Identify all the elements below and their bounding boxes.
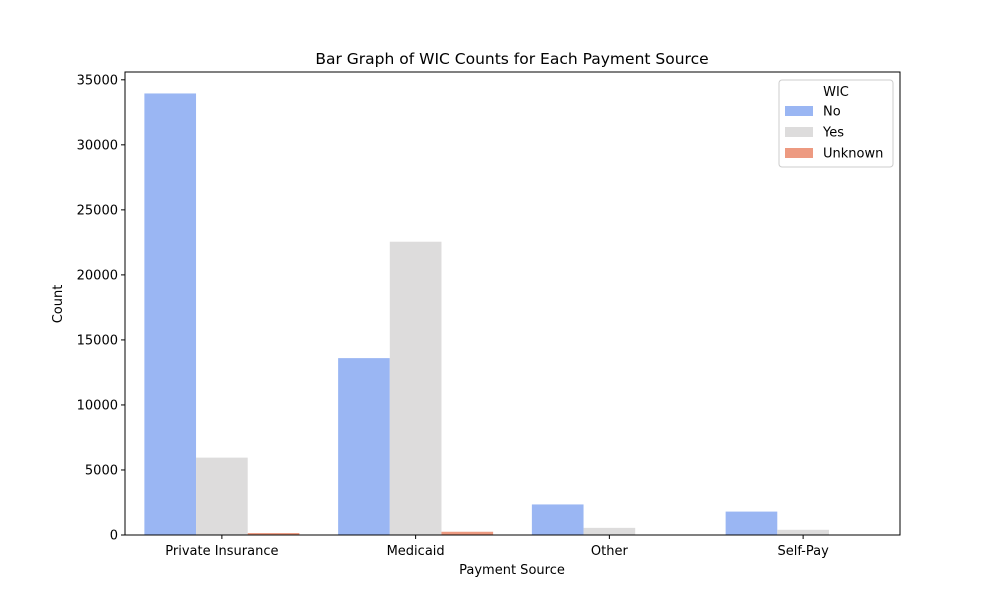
y-tick-label: 20000 (77, 268, 118, 283)
legend-label-yes: Yes (822, 126, 844, 141)
legend: WIC No Yes Unknown (778, 79, 894, 168)
bar-no-4 (725, 511, 778, 535)
y-axis: 0 5000 10000 15000 20000 25000 30000 35000 (77, 73, 125, 544)
bar-no-1 (144, 93, 197, 536)
bar-no-3 (531, 504, 584, 535)
y-tick-label: 5000 (85, 463, 118, 478)
y-tick-label: 35000 (77, 73, 118, 88)
bar-yes-1 (196, 457, 248, 535)
y-tick-label: 0 (110, 529, 118, 544)
legend-box (778, 79, 894, 168)
legend-swatch-yes (785, 127, 813, 137)
bar-yes-2 (389, 241, 442, 535)
x-tick-label: Private Insurance (165, 544, 278, 559)
bar-unknown-2 (441, 531, 494, 535)
bar-unknown-1 (247, 533, 300, 535)
bars-group (144, 93, 829, 536)
y-axis-label: Count (51, 285, 66, 324)
chart-title: Bar Graph of WIC Counts for Each Payment… (315, 50, 708, 68)
y-tick-label: 15000 (77, 333, 118, 348)
bar-yes-4 (777, 529, 829, 535)
x-tick-label: Self-Pay (777, 544, 829, 559)
plot-frame (124, 71, 901, 536)
x-axis: Private Insurance Medicaid Other Self-Pay (165, 535, 829, 559)
bar-yes-3 (583, 527, 636, 535)
y-tick-label: 25000 (77, 203, 118, 218)
y-tick-label: 30000 (77, 138, 118, 153)
bar-no-2 (338, 358, 390, 535)
legend-title: WIC (823, 85, 849, 100)
x-axis-label: Payment Source (459, 563, 565, 578)
legend-swatch-no (785, 106, 813, 116)
x-tick-label: Other (591, 544, 629, 559)
y-tick-label: 10000 (77, 398, 118, 413)
x-tick-label: Medicaid (387, 544, 445, 559)
legend-label-no: No (823, 105, 841, 120)
legend-label-unknown: Unknown (823, 147, 883, 162)
legend-swatch-unknown (785, 148, 813, 158)
